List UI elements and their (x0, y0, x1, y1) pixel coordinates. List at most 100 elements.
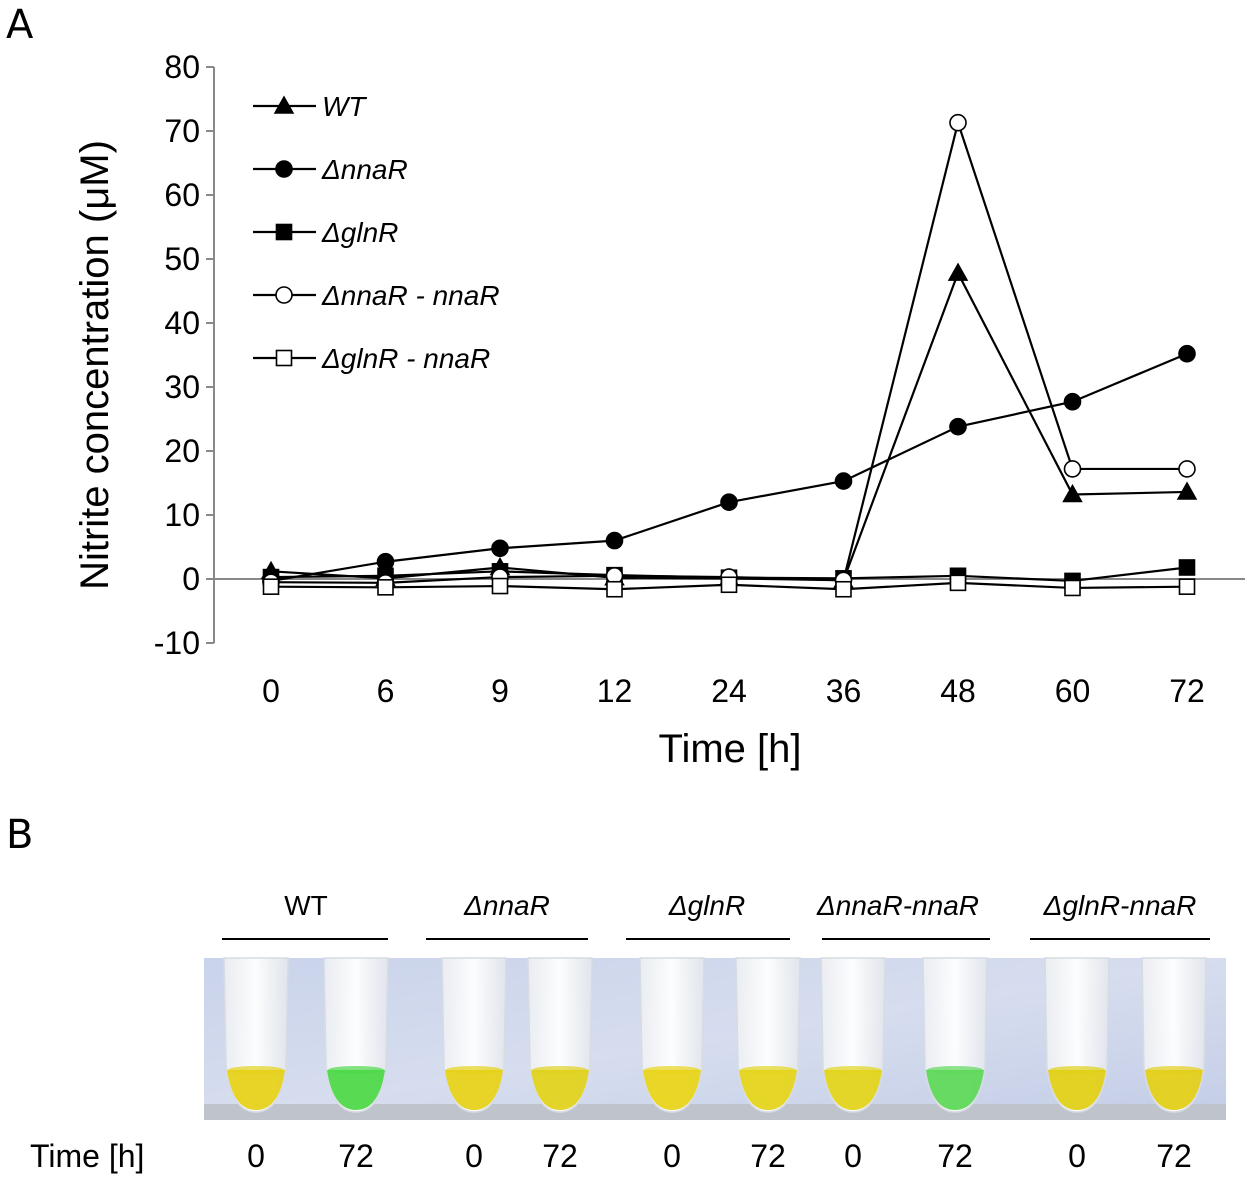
tube-liquid (1145, 1070, 1203, 1110)
tube (323, 957, 389, 1113)
legend-marker (275, 286, 293, 304)
strain-label: ΔglnR-nnaR (1043, 890, 1197, 921)
data-point-3 (1178, 460, 1196, 478)
data-point-1 (1063, 392, 1082, 411)
liquid-surface (1146, 1066, 1202, 1074)
tube-liquid (739, 1070, 797, 1110)
liquid-surface (1049, 1066, 1105, 1074)
strain-underline (626, 938, 790, 940)
time-value: 0 (844, 1138, 862, 1174)
data-point-4 (491, 577, 509, 595)
x-tick-label: 36 (826, 673, 862, 709)
data-point-2 (1178, 559, 1196, 576)
x-tick-label: 48 (940, 673, 976, 709)
legend-label: ΔnnaR (321, 154, 408, 185)
strain-label: ΔglnR (668, 890, 746, 921)
data-point-4 (835, 580, 852, 598)
liquid-surface (446, 1066, 502, 1074)
time-value: 72 (542, 1138, 578, 1174)
strain-underline (1030, 938, 1210, 940)
strain-underline (222, 938, 388, 940)
tube (1044, 957, 1110, 1113)
data-point-4 (949, 574, 967, 592)
time-value: 72 (750, 1138, 786, 1174)
data-point-0 (1176, 481, 1198, 500)
legend-label: ΔglnR - nnaR (321, 343, 490, 374)
data-point-1 (491, 539, 509, 558)
time-value: 0 (465, 1138, 483, 1174)
time-row-label: Time [h] (30, 1138, 145, 1174)
y-tick-label: 60 (164, 177, 200, 213)
x-tick-label: 12 (597, 673, 633, 709)
data-point-4 (262, 578, 280, 595)
tube-liquid (531, 1070, 589, 1110)
data-point-4 (606, 580, 623, 598)
liquid-surface (740, 1066, 796, 1074)
y-tick-label: 40 (164, 305, 200, 341)
data-point-1 (720, 493, 738, 512)
x-tick-label: 72 (1169, 673, 1205, 709)
tube-liquid (1048, 1070, 1106, 1110)
photo-bench (204, 1104, 1226, 1120)
tube (735, 957, 801, 1113)
y-tick-label: 80 (164, 49, 200, 85)
strain-underline (822, 938, 990, 940)
time-value: 72 (937, 1138, 973, 1174)
data-point-4 (1064, 579, 1081, 597)
tube (441, 957, 507, 1113)
tube-liquid (445, 1070, 503, 1110)
tube (639, 957, 705, 1113)
y-tick-label: -10 (154, 625, 200, 661)
time-value: 0 (247, 1138, 265, 1174)
legend-label: ΔglnR (321, 217, 398, 248)
data-point-1 (834, 472, 853, 490)
legend-marker (275, 349, 293, 367)
legend-label: WT (322, 91, 367, 122)
tube (820, 957, 886, 1113)
data-point-4 (377, 579, 394, 596)
time-value: 72 (1156, 1138, 1192, 1174)
x-tick-label: 60 (1055, 673, 1091, 709)
tube (1141, 957, 1207, 1113)
x-axis-label: Time [h] (659, 727, 802, 771)
data-point-0 (1062, 483, 1083, 503)
panel-b-label: B (6, 812, 34, 858)
liquid-surface (328, 1066, 384, 1074)
data-point-1 (949, 417, 967, 436)
x-tick-label: 24 (711, 673, 747, 709)
panel-a-label: A (6, 2, 34, 48)
time-value: 0 (1068, 1138, 1086, 1174)
y-axis-label: Nitrite concentration (μM) (73, 140, 117, 590)
liquid-surface (927, 1066, 983, 1074)
y-tick-label: 10 (164, 497, 200, 533)
legend-marker (275, 160, 293, 178)
strain-underline (426, 938, 588, 940)
strain-label: ΔnnaR-nnaR (817, 890, 979, 921)
data-point-1 (1178, 344, 1196, 363)
liquid-surface (644, 1066, 700, 1074)
strain-label: ΔnnaR (464, 890, 550, 921)
time-value: 0 (663, 1138, 681, 1174)
tube-liquid (327, 1070, 385, 1110)
x-tick-label: 0 (262, 673, 280, 709)
y-tick-label: 0 (182, 561, 200, 597)
tube-liquid (926, 1070, 984, 1110)
data-point-1 (605, 531, 624, 550)
tube (223, 957, 289, 1113)
data-point-4 (1178, 578, 1196, 595)
tube (922, 957, 988, 1113)
legend-marker (273, 95, 295, 114)
liquid-surface (532, 1066, 588, 1074)
legend-marker (275, 223, 293, 241)
y-tick-label: 20 (164, 433, 200, 469)
data-point-3 (1063, 460, 1082, 478)
liquid-surface (228, 1066, 284, 1074)
tube-liquid (643, 1070, 701, 1110)
time-value: 72 (338, 1138, 374, 1174)
nitrite-line-chart: -10 0 10 20 30 40 50 60 70 80 0 6 9 12 24 36 48 60 72 WT Δn… (73, 49, 1245, 771)
data-point-0 (947, 262, 969, 281)
strain-label: WT (284, 890, 328, 921)
legend-label: ΔnnaR - nnaR (321, 280, 500, 311)
data-point-4 (720, 576, 738, 594)
